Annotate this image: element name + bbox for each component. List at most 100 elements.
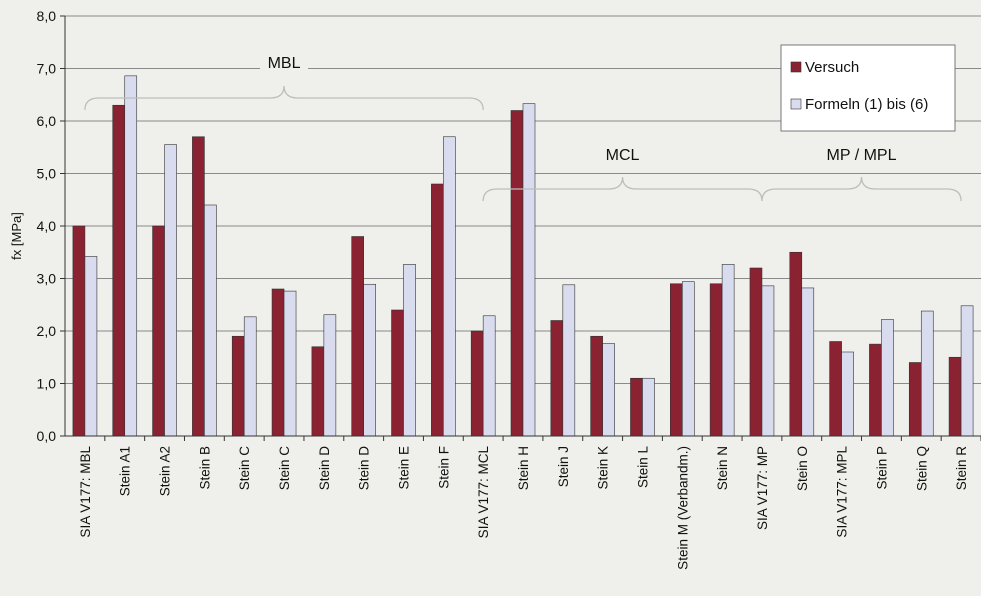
y-tick-label: 1,0 (37, 376, 57, 392)
brace (84, 85, 484, 111)
x-tick-label: Stein D (317, 446, 332, 491)
x-tick-label: Stein N (715, 446, 730, 490)
bar-versuch (231, 335, 245, 437)
bar-versuch (271, 288, 285, 437)
x-tick-label: Stein C (277, 446, 292, 491)
x-tick-label: SIA V177: MPL (835, 446, 850, 538)
bar-versuch (630, 377, 643, 437)
bar-formeln (642, 377, 655, 437)
bar-versuch (470, 330, 484, 437)
x-tick-label: Stein E (397, 446, 412, 490)
bar-formeln (801, 287, 815, 437)
legend-label-versuch: Versuch (805, 59, 859, 76)
bar-versuch (829, 341, 842, 437)
bar-versuch (670, 283, 683, 437)
x-tick-label: Stein L (635, 446, 650, 489)
bar-formeln (283, 290, 297, 437)
y-tick-label: 2,0 (37, 323, 57, 339)
bar-formeln (323, 314, 337, 437)
bar-formeln (84, 256, 98, 437)
y-tick-label: 4,0 (37, 218, 57, 234)
bars (72, 75, 974, 437)
x-tick-label: Stein A1 (118, 446, 133, 496)
group-annotations: MBL MCL MP / MPL (84, 53, 962, 202)
x-tick-label: Stein D (357, 446, 372, 491)
bar-versuch (590, 335, 603, 437)
axes (64, 16, 981, 441)
y-tick-label: 7,0 (37, 61, 57, 77)
bar-versuch (391, 309, 404, 437)
bar-formeln (204, 204, 217, 437)
annotation-label: MBL (268, 55, 301, 72)
x-tick-label: SIA V177: MBL (78, 446, 93, 538)
bar-formeln (602, 343, 615, 437)
bar-versuch (749, 267, 763, 437)
annotation-bg (598, 145, 647, 165)
annotation-label: MP / MPL (827, 147, 897, 164)
bar-formeln (243, 316, 257, 437)
bar-versuch (869, 343, 882, 437)
x-tick-label: Stein J (556, 446, 571, 487)
legend-swatch-formeln (790, 98, 802, 110)
bar-formeln (363, 283, 376, 437)
legend-label-formeln: Formeln (1) bis (6) (805, 96, 928, 113)
bar-formeln (920, 310, 934, 437)
bar-versuch (431, 183, 444, 437)
bar-versuch (510, 110, 524, 437)
bar-versuch (112, 104, 126, 437)
bar-formeln (960, 305, 974, 437)
x-tick-label: Stein M (Verbandm.) (675, 446, 690, 570)
annotation-bg (260, 53, 309, 73)
bar-versuch (948, 356, 962, 437)
x-tick-labels: SIA V177: MBL Stein A1 Stein A2 Stein B Stei… (78, 446, 969, 570)
x-tick-label: Stein K (596, 446, 611, 490)
brace (761, 176, 962, 202)
bar-versuch (152, 225, 165, 437)
x-tick-label: SIA V177: MCL (476, 446, 491, 539)
x-tick-label: Stein Q (914, 446, 929, 491)
bar-formeln (522, 103, 536, 437)
bar-formeln (403, 264, 416, 437)
bar-versuch (908, 362, 922, 437)
x-tick-label: Stein O (795, 446, 810, 491)
bar-versuch (789, 251, 803, 437)
legend-box (780, 44, 956, 132)
legend-swatch-versuch (790, 61, 802, 73)
bar-formeln (841, 351, 854, 437)
brace (482, 176, 763, 202)
x-tick-label: Stein H (516, 446, 531, 490)
annotation-bg (812, 145, 911, 165)
y-tick-label: 6,0 (37, 113, 57, 129)
bar-versuch (72, 225, 86, 437)
x-tick-label: Stein A2 (158, 446, 173, 496)
y-tick-label: 5,0 (37, 166, 57, 182)
y-tick-labels: 0,0 1,0 2,0 3,0 4,0 5,0 6,0 7,0 8,0 (37, 8, 57, 444)
bar-versuch (192, 136, 205, 437)
x-tick-label: SIA V177: MP (755, 446, 770, 530)
x-tick-label: Stein F (436, 446, 451, 489)
bar-formeln (721, 264, 735, 437)
bar-formeln (761, 285, 775, 437)
bar-formeln (124, 75, 138, 437)
x-tick-label: Stein C (237, 446, 252, 491)
bar-formeln (682, 281, 695, 437)
x-tick-label: Stein R (954, 446, 969, 491)
bar-formeln (443, 136, 456, 437)
x-tick-label: Stein B (197, 446, 212, 490)
bar-versuch (311, 346, 325, 437)
legend: Versuch Formeln (1) bis (6) (780, 44, 956, 132)
bar-formeln (562, 284, 576, 437)
annotation-label: MCL (606, 147, 640, 164)
y-tick-label: 3,0 (37, 271, 57, 287)
bar-formeln (164, 144, 177, 437)
y-tick-label: 8,0 (37, 8, 57, 24)
bar-versuch (709, 283, 723, 437)
bar-versuch (351, 236, 364, 437)
bar-formeln (482, 315, 496, 437)
x-tick-label: Stein P (874, 446, 889, 490)
y-axis-label: fx [MPa] (9, 212, 24, 260)
bar-versuch (550, 320, 564, 437)
y-tick-label: 0,0 (37, 428, 57, 444)
bar-formeln (881, 319, 894, 437)
